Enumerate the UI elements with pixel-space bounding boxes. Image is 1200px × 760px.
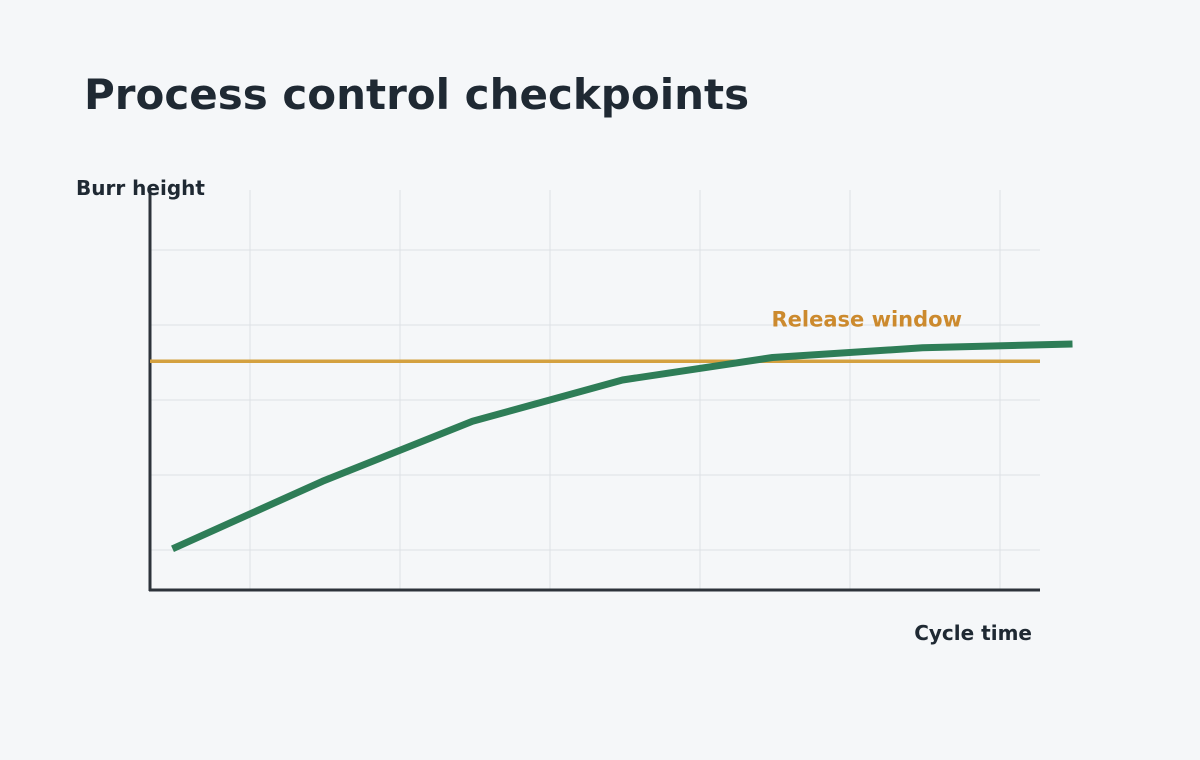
- x-axis-label: Cycle time: [914, 621, 1032, 645]
- series-group: [171, 340, 1073, 552]
- gridlines: [150, 190, 1040, 590]
- series-line: [171, 340, 1073, 552]
- reference-line-label: Release window: [772, 307, 963, 331]
- axes: [148, 190, 1040, 592]
- y-axis-label: Burr height: [76, 176, 205, 200]
- chart-title: Process control checkpoints: [84, 70, 749, 119]
- reference-line-group: Release window: [150, 307, 1040, 363]
